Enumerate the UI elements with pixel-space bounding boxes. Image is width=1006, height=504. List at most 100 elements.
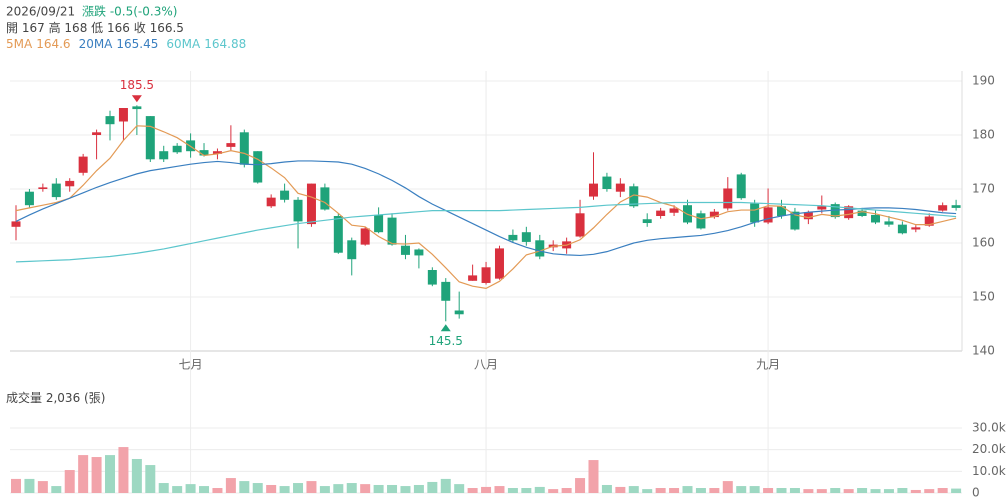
volume-header: 成交量 2,036 (張) bbox=[6, 390, 105, 405]
high-label: 高 bbox=[49, 20, 61, 35]
volume-bar bbox=[37, 481, 48, 493]
y-tick-label: 180 bbox=[972, 128, 995, 142]
x-tick-label: 八月 bbox=[474, 358, 498, 372]
volume-bar bbox=[883, 489, 894, 493]
candle-body bbox=[656, 210, 666, 216]
ma-line bbox=[15, 125, 957, 289]
candle-body bbox=[347, 240, 357, 260]
volume-bar bbox=[588, 460, 599, 493]
ma-name: 60MA bbox=[166, 37, 201, 51]
candle-body bbox=[212, 151, 222, 154]
ma-line bbox=[15, 201, 957, 263]
close-value: 166.5 bbox=[150, 21, 184, 35]
candle-body bbox=[65, 180, 75, 187]
candle-body bbox=[535, 240, 545, 257]
candle-body bbox=[642, 219, 652, 224]
volume-bar bbox=[91, 457, 102, 493]
candle-body bbox=[333, 216, 343, 253]
candle-body bbox=[38, 187, 48, 189]
volume-bar bbox=[897, 488, 908, 493]
candle-body bbox=[615, 183, 625, 192]
candle-body bbox=[51, 183, 61, 198]
volume-bar bbox=[333, 484, 344, 493]
candle-body bbox=[629, 186, 639, 207]
volume-bar bbox=[266, 484, 277, 493]
y-tick-label: 20.0k bbox=[972, 442, 1006, 456]
volume-bar bbox=[199, 486, 210, 493]
candle-body bbox=[118, 108, 128, 122]
volume-bar bbox=[105, 455, 116, 493]
volume-bar bbox=[427, 481, 438, 493]
candle-body bbox=[226, 143, 236, 147]
volume-unit: (張) bbox=[84, 391, 105, 405]
low-label: 低 bbox=[91, 21, 103, 35]
candle-body bbox=[696, 213, 706, 229]
candle-body bbox=[441, 281, 451, 301]
y-tick-label: 0 bbox=[972, 486, 980, 500]
volume-bar bbox=[816, 489, 827, 493]
candle-body bbox=[172, 145, 182, 153]
volume-bar bbox=[561, 488, 572, 493]
candle-body bbox=[669, 208, 679, 213]
candle-body bbox=[736, 174, 746, 199]
candle-body bbox=[293, 199, 303, 222]
candle-body bbox=[844, 206, 854, 219]
volume-bar bbox=[507, 488, 518, 493]
volume-bar bbox=[776, 488, 787, 493]
candle-body bbox=[11, 221, 21, 227]
ma-value: 164.6 bbox=[36, 37, 70, 51]
volume-bar bbox=[252, 483, 263, 493]
volume-bar bbox=[951, 488, 962, 493]
open-value: 167 bbox=[22, 21, 45, 35]
candle-body bbox=[374, 214, 384, 233]
volume-bar bbox=[937, 488, 948, 493]
y-tick-label: 10.0k bbox=[972, 464, 1006, 478]
volume-bar bbox=[655, 488, 666, 493]
max-label: 185.5 bbox=[120, 78, 154, 92]
volume-bar bbox=[789, 488, 800, 493]
y-tick-label: 150 bbox=[972, 290, 995, 304]
volume-bar bbox=[78, 455, 89, 493]
candle-body bbox=[78, 156, 88, 173]
volume-bar bbox=[575, 478, 586, 493]
candle-body bbox=[306, 183, 316, 225]
volume-bar bbox=[548, 489, 559, 493]
candle-body bbox=[360, 228, 370, 245]
volume-bar bbox=[642, 489, 653, 493]
candle-body bbox=[92, 132, 102, 135]
candle-body bbox=[454, 310, 464, 315]
volume-bar bbox=[346, 483, 357, 493]
volume-bar bbox=[910, 489, 921, 493]
candle-body bbox=[575, 213, 585, 237]
candle-body bbox=[924, 216, 934, 226]
candle-body bbox=[884, 221, 894, 225]
candle-body bbox=[199, 150, 209, 156]
volume-bar bbox=[373, 484, 384, 493]
open-label: 開 bbox=[6, 21, 18, 35]
volume-bar bbox=[440, 478, 451, 493]
volume-bar bbox=[131, 458, 142, 493]
candle-body bbox=[521, 232, 531, 242]
candle-body bbox=[508, 234, 518, 241]
volume-bar bbox=[172, 486, 183, 493]
ma-name: 20MA bbox=[79, 37, 114, 51]
ohlc-line: 開 167 高 168 低 166 收 166.5 bbox=[6, 20, 184, 35]
candle-body bbox=[897, 224, 907, 234]
volume-bar bbox=[11, 478, 21, 493]
y-tick-label: 170 bbox=[972, 182, 995, 196]
volume-bar bbox=[413, 484, 424, 493]
volume-bar bbox=[360, 484, 371, 493]
candle-body bbox=[951, 205, 961, 208]
candle-body bbox=[24, 191, 34, 206]
volume-bar bbox=[682, 486, 693, 493]
volume-bar bbox=[494, 486, 505, 493]
volume-bar bbox=[467, 488, 478, 493]
volume-bar bbox=[722, 481, 733, 493]
candle-body bbox=[159, 151, 169, 160]
candle-body bbox=[266, 197, 276, 207]
date: 2026/09/21 bbox=[6, 5, 75, 19]
volume-bar bbox=[279, 486, 290, 493]
candle-body bbox=[481, 267, 491, 283]
candle-body bbox=[817, 206, 827, 210]
